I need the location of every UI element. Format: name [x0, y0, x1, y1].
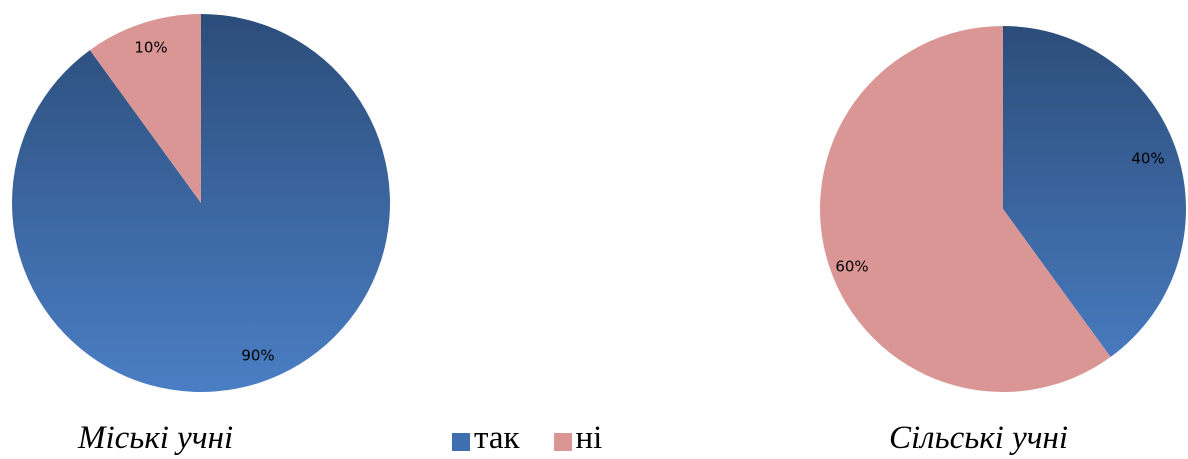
legend-label-ni: ні: [575, 420, 603, 456]
legend-item-tak: так: [452, 420, 520, 457]
label-urban-ni: 10%: [134, 39, 167, 57]
pie-charts: 90% 10% 40% 60%: [11, 13, 1186, 392]
legend-swatch-tak: [452, 432, 470, 451]
legend-swatch-ni: [553, 432, 572, 451]
slice-rural-tak: [1003, 26, 1186, 358]
label-rural-ni: 60%: [835, 258, 868, 276]
legend-label-tak: так: [474, 420, 520, 456]
pie-urban: 90% 10%: [11, 13, 391, 392]
pie-rural-title: Сільські учні: [889, 420, 1069, 456]
pie-urban-title: Міські учні: [78, 420, 234, 456]
label-urban-tak: 90%: [241, 347, 274, 365]
legend: так ні: [452, 420, 636, 457]
label-rural-tak: 40%: [1131, 150, 1164, 168]
pie-rural: 40% 60%: [820, 26, 1186, 392]
slice-urban-ni: [89, 13, 201, 203]
slice-rural-ni: [820, 26, 1111, 392]
legend-item-ni: ні: [553, 420, 603, 457]
